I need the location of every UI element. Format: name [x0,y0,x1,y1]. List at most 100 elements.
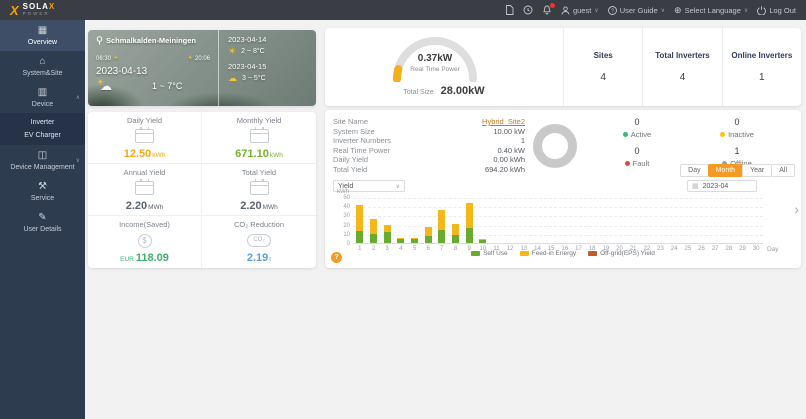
legend-feed-in-energy[interactable]: Feed-in Energy [519,250,576,257]
gauge-arc-icon [393,37,477,83]
document-icon[interactable] [505,5,514,15]
bell-icon[interactable] [542,3,555,15]
stat-value: 12.50kWh [123,147,166,160]
chart-x-tick: 8 [453,246,458,252]
calendar-icon: ▦ [692,183,699,190]
chart-bar [479,240,487,243]
chart-x-tick: 24 [670,246,678,252]
alarm-icon[interactable] [523,5,533,15]
stat-value: 2.20MWh [125,199,164,212]
forecast-date: 2023-04-14 [228,35,267,44]
site-name-link[interactable]: Hybrid_Site2 [482,117,525,126]
forecast-date: 2023-04-15 [228,62,267,71]
status-count: 0 [634,117,640,127]
site-detail-card: Site Name Hybrid_Site2 System Size 10.00 kW… [325,110,801,268]
site-status-donut [533,124,577,168]
chevron-down-icon: ∨ [395,183,400,190]
period-tab-day[interactable]: Day [680,164,709,177]
device-management-icon: ◫ [37,150,48,161]
chart-x-tick: 19 [602,246,610,252]
sunrise-sunset-row: 06:30 ☀ ☀ 20:06 [96,54,210,62]
legend-swatch-icon [588,251,598,256]
site-detail-table: Site Name Hybrid_Site2 System Size 10.00 kW… [333,117,525,175]
stat-value: EUR 118.09 [120,252,169,264]
select-language-menu[interactable]: ⊕ Select Language ∨ [674,5,748,16]
status-count: 0 [634,146,640,156]
chart-x-tick: 25 [684,246,692,252]
site-row: Total Yield 694.20 kWh [333,165,525,175]
location-pin-icon [96,36,103,45]
sidebar-item-system-site[interactable]: ⌂ System&Site [0,51,85,82]
stat-label: CO₂ Reduction [233,220,285,229]
summary-total-inverters: Total Inverters 4 [642,28,721,106]
chart-bar [397,239,405,243]
sunset-time: 20:06 [194,56,210,62]
chart-x-tick: 6 [426,246,430,252]
chart-gridline [353,198,763,199]
brand-logo[interactable]: X SOLAX POWER [10,3,55,17]
status-label: Inactive [728,130,754,139]
next-site-chevron-icon[interactable]: › [794,201,799,217]
solax-x-icon: X [10,2,19,18]
sidebar-item-overview[interactable]: ▦ Overview [0,20,85,51]
coins-icon: $ [137,232,152,249]
period-tab-year[interactable]: Year [742,164,773,177]
sidebar-subitem-ev-charger[interactable]: EV Charger [24,132,61,139]
status-offline: 1 Offline [687,146,787,168]
chart-bar [438,230,446,243]
chevron-down-icon: ∨ [743,7,749,14]
period-tab-month[interactable]: Month [707,164,744,177]
chart-x-tick: 7 [440,246,444,252]
site-row: Inverter Numbers 1 [333,136,525,146]
main-content: Schmalkalden-Meiningen 06:30 ☀ ☀ 20:06 2… [85,20,806,419]
stat-value: 671.10kWh [235,147,283,160]
sidebar-item-user-details[interactable]: ✎ User Details [0,207,85,238]
stat-label: Annual Yield [123,167,166,177]
chevron-up-icon: ∧ [75,95,80,101]
metric-select[interactable]: Yield ∨ [333,180,405,192]
sidebar-item-device-management[interactable]: ◫ Device Management ∨ [0,145,85,176]
legend-self-use[interactable]: Self Use [471,250,508,257]
user-guide-menu[interactable]: ? User Guide ∨ [607,6,665,15]
summary-label: Sites [593,51,613,60]
status-grid: 0 Active 0 Inactive 0 Fault 1 Offline [587,117,787,168]
calendar-icon [135,127,154,145]
stat-label: Monthly Yield [236,115,282,125]
site-row-label: Daily Yield [333,155,369,165]
total-size-row: Total Size 28.00kW [325,85,563,97]
sidebar-subitem-inverter[interactable]: Inverter [30,119,55,126]
system-site-icon: ⌂ [39,56,46,67]
period-tabs: Day Month Year All [680,164,795,177]
stat-daily-yield: Daily Yield 12.50kWh [88,112,202,164]
date-picker[interactable]: ▦ 2023-04 [687,180,757,192]
status-label: Fault [632,159,650,168]
chevron-down-icon: ∨ [594,7,599,14]
chart-x-tick: 22 [643,246,651,252]
forecast-temp: 2 ~ 8°C [241,48,265,55]
summary-online-inverters: Online Inverters 1 [721,28,801,106]
site-row-label: Real Time Power [333,145,391,155]
sun-cloud-icon: ☀ ☁ [96,77,112,93]
stat-value: 2.20MWh [240,199,278,212]
chart-x-tick: 26 [698,246,705,252]
logout-button[interactable]: Log Out [757,6,796,15]
user-menu[interactable]: guest ∨ [561,6,599,15]
chart-x-tick: 2 [371,246,376,252]
status-dot-icon [722,161,728,166]
legend-off-grid-eps-yield[interactable]: Off-grid(EPS) Yield [588,250,655,257]
status-inactive: 0 Inactive [687,117,787,139]
summary-label: Online Inverters [731,51,793,60]
sidebar-item-label: Overview [27,39,58,46]
status-label: Active [630,130,652,139]
chart-gridline [353,207,763,209]
sidebar-submenu: Inverter EV Charger [0,113,85,145]
sunrise-time: 06:30 [96,56,112,62]
site-row: Site Name Hybrid_Site2 [333,117,525,127]
sidebar-item-service[interactable]: ⚒ Service [0,176,85,207]
legend-swatch-icon [519,251,529,256]
sidebar-item-device[interactable]: ▥ Device ∧ [0,82,85,113]
chart-bar [370,219,377,234]
period-tab-all[interactable]: All [771,164,795,177]
help-float-button[interactable]: ? [331,252,342,263]
